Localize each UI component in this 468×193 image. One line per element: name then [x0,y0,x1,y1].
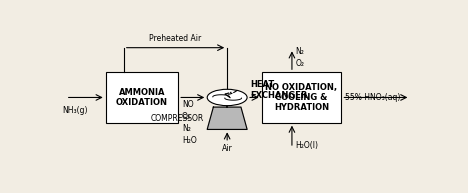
Text: NO OXIDATION,
COOLING &
HYDRATION: NO OXIDATION, COOLING & HYDRATION [265,83,337,112]
Text: N₂
O₂: N₂ O₂ [296,47,305,68]
Text: Air: Air [222,144,233,153]
Polygon shape [207,107,247,130]
Text: NH₃(g): NH₃(g) [62,106,88,115]
Text: HEAT
EXCHANGER: HEAT EXCHANGER [251,80,308,100]
Circle shape [207,89,247,106]
Text: 55% HNO₃(aq): 55% HNO₃(aq) [345,93,401,102]
Text: COMPRESSOR: COMPRESSOR [150,114,204,123]
Text: NO
O₂
N₂
H₂O: NO O₂ N₂ H₂O [182,100,197,145]
Text: Preheated Air: Preheated Air [149,34,202,43]
FancyBboxPatch shape [106,72,178,123]
Text: AMMONIA
OXIDATION: AMMONIA OXIDATION [116,88,168,107]
FancyBboxPatch shape [262,72,342,123]
Text: H₂O(l): H₂O(l) [296,141,319,150]
